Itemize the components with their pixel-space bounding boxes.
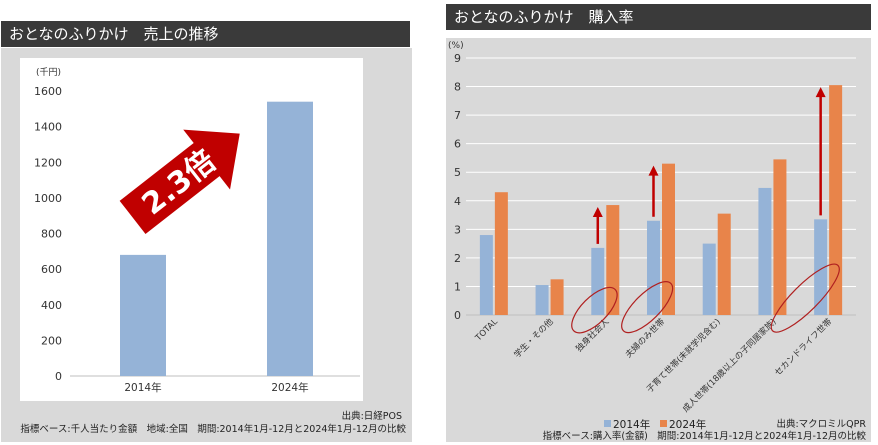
right-y-tick-label: 2 — [454, 252, 461, 265]
right-bar — [591, 247, 605, 315]
right-bar — [773, 159, 787, 315]
right-unit-label: (%) — [448, 41, 464, 51]
right-x-tick-label: TOTAL — [473, 317, 500, 344]
left-y-tick-label: 1200 — [34, 156, 62, 169]
right-bar — [758, 187, 772, 315]
right-y-tick-label: 4 — [454, 195, 461, 208]
right-y-tick-label: 0 — [454, 309, 461, 322]
right-source: 出典:マクロミルQPR — [776, 418, 866, 430]
right-y-tick-label: 6 — [454, 138, 461, 151]
left-bar — [267, 101, 313, 376]
legend-swatch — [604, 420, 611, 427]
right-bar — [550, 279, 564, 315]
right-y-tick-label: 5 — [454, 166, 461, 179]
right-y-tick-label: 3 — [454, 223, 461, 236]
right-bar — [814, 219, 828, 315]
right-bar — [717, 213, 731, 315]
left-bar — [120, 254, 166, 376]
legend-swatch — [660, 420, 667, 427]
right-x-tick-label: 学生・その他 — [512, 316, 556, 360]
right-y-tick-label: 1 — [454, 280, 461, 293]
increase-arrow-head — [648, 165, 659, 176]
left-y-tick-label: 800 — [41, 228, 62, 241]
right-x-tick-label: 夫婦のみ世帯 — [623, 316, 667, 360]
left-source: 出典:日経POS — [342, 410, 402, 422]
left-y-tick-label: 1400 — [34, 121, 62, 134]
left-y-tick-label: 1000 — [34, 192, 62, 205]
right-y-tick-label: 7 — [454, 109, 461, 122]
right-bar — [494, 192, 508, 315]
right-bar — [606, 205, 620, 315]
left-panel-title: おとなのふりかけ 売上の推移 — [1, 21, 410, 47]
left-y-tick-label: 1600 — [34, 85, 62, 98]
right-bar — [535, 285, 549, 315]
increase-arrow-head — [815, 87, 826, 98]
highlight-circle — [571, 286, 618, 334]
left-unit-label: (千円) — [36, 67, 61, 78]
left-y-tick-label: 400 — [41, 299, 62, 312]
right-y-tick-label: 9 — [454, 52, 461, 65]
right-y-tick-label: 8 — [454, 81, 461, 94]
right-x-tick-label: 独身社会人 — [574, 316, 612, 354]
right-bar — [662, 163, 675, 315]
right-note: 指標ベース:購入率(金額) 期間:2014年1月-12月と2024年1月-12月… — [543, 430, 867, 442]
right-panel-title: おとなのふりかけ 購入率 — [446, 4, 871, 30]
legend-label: 2014年 — [613, 418, 650, 431]
left-note: 指標ベース:千人当たり金額 地域:全国 期間:2014年1月-12月と2024年… — [20, 423, 406, 435]
right-bar — [702, 243, 716, 315]
right-bar — [829, 85, 843, 315]
right-bar — [647, 220, 660, 315]
left-x-tick-label: 2014年 — [124, 381, 161, 394]
right-x-tick-label: 成人世帯(18歳以上の子同居家族) — [680, 316, 778, 414]
left-x-tick-label: 2024年 — [271, 381, 308, 394]
growth-arrow-shape — [119, 129, 240, 234]
increase-arrow-head — [592, 207, 603, 218]
highlight-circle — [621, 281, 674, 334]
right-bar — [479, 235, 493, 315]
left-y-tick-label: 200 — [41, 334, 62, 347]
left-y-tick-label: 600 — [41, 263, 62, 276]
highlight-circle — [770, 263, 840, 333]
left-y-tick-label: 0 — [55, 370, 62, 383]
legend-label: 2024年 — [669, 418, 706, 431]
right-x-tick-label: セカンドライフ世帯 — [772, 316, 834, 378]
